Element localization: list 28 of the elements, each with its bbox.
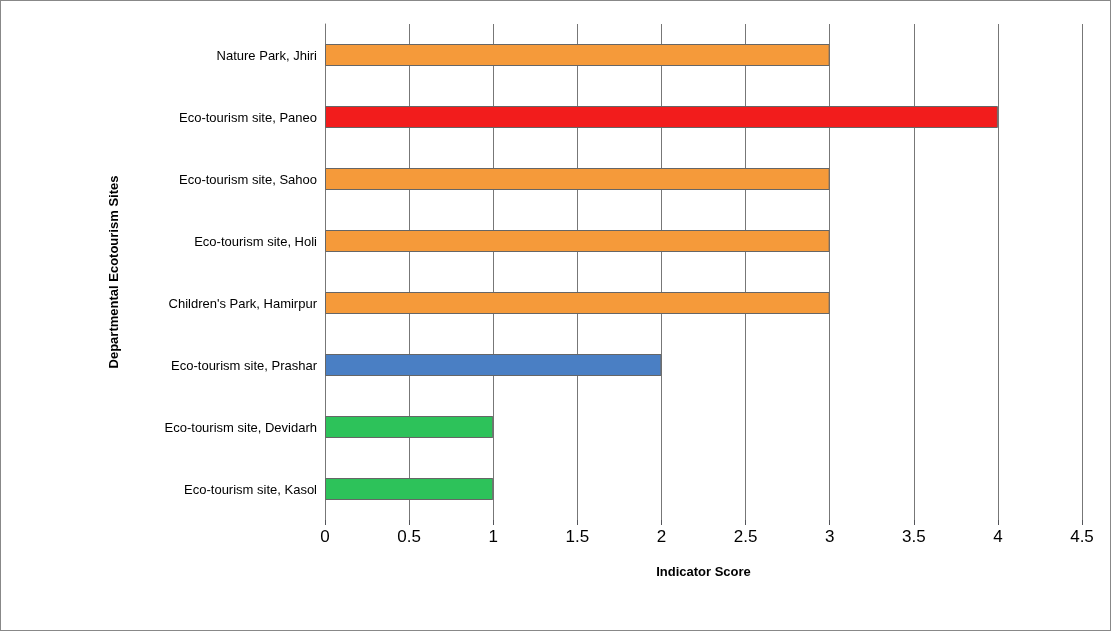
y-tick-label: Eco-tourism site, Kasol — [184, 481, 318, 497]
y-tick-label: Eco-tourism site, Holi — [194, 233, 318, 249]
x-tick-label: 3.5 — [901, 527, 926, 546]
x-tick-label: 1.5 — [565, 527, 590, 546]
bar — [325, 292, 830, 314]
x-tick-label: 0.5 — [397, 527, 421, 546]
x-tick-label: 3 — [824, 527, 835, 546]
bar — [325, 354, 662, 376]
y-tick-label: Children's Park, Hamirpur — [168, 295, 318, 311]
x-tick-label: 1 — [488, 527, 498, 546]
bar — [325, 168, 830, 190]
bar — [325, 478, 494, 500]
bar — [325, 230, 830, 252]
x-tick-label: 0 — [320, 527, 330, 546]
x-tick-label: 4 — [993, 527, 1003, 546]
bar — [325, 106, 998, 128]
y-tick-label: Eco-tourism site, Devidarh — [164, 419, 317, 435]
bar — [325, 44, 830, 66]
y-tick-label: Eco-tourism site, Prashar — [171, 357, 318, 373]
y-tick-label: Eco-tourism site, Paneo — [178, 109, 317, 125]
y-axis-title: Departmental Ecotourism Sites — [106, 175, 121, 369]
y-tick-label: Nature Park, Jhiri — [216, 47, 318, 63]
x-axis-title: Indicator Score — [656, 564, 751, 579]
bar — [325, 416, 494, 438]
x-tick-label: 2.5 — [733, 527, 758, 546]
x-tick-label: 2 — [656, 527, 667, 546]
y-tick-label: Eco-tourism site, Sahoo — [178, 171, 317, 187]
x-tick-label: 4.5 — [1070, 527, 1094, 546]
